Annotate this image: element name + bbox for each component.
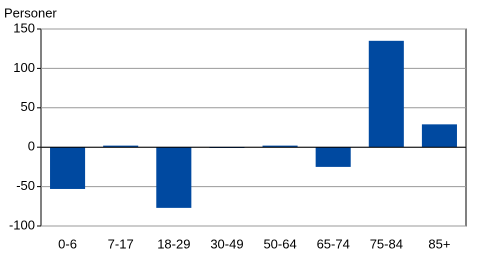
y-tick-label: -50 <box>16 178 35 193</box>
bar <box>103 145 139 148</box>
y-tick-label: 150 <box>13 20 35 35</box>
y-tick-label: 50 <box>21 99 35 114</box>
y-axis-label: Personer <box>4 5 57 20</box>
y-tick-label: 0 <box>28 139 35 154</box>
y-tick-label: -100 <box>9 217 35 232</box>
bar <box>50 147 86 189</box>
bar <box>315 147 351 167</box>
y-tick-label: 100 <box>13 60 35 75</box>
bar <box>368 40 404 148</box>
x-tick-label: 65-74 <box>317 236 350 251</box>
bar <box>421 124 457 148</box>
x-tick-label: 75-84 <box>370 236 403 251</box>
bar <box>156 147 192 208</box>
x-tick-label: 50-64 <box>263 236 296 251</box>
x-tick-label: 30-49 <box>210 236 243 251</box>
x-tick-label: 0-6 <box>58 236 77 251</box>
x-tick-label: 85+ <box>428 236 450 251</box>
bar <box>262 145 298 148</box>
x-tick-label: 18-29 <box>157 236 190 251</box>
x-tick-label: 7-17 <box>108 236 134 251</box>
